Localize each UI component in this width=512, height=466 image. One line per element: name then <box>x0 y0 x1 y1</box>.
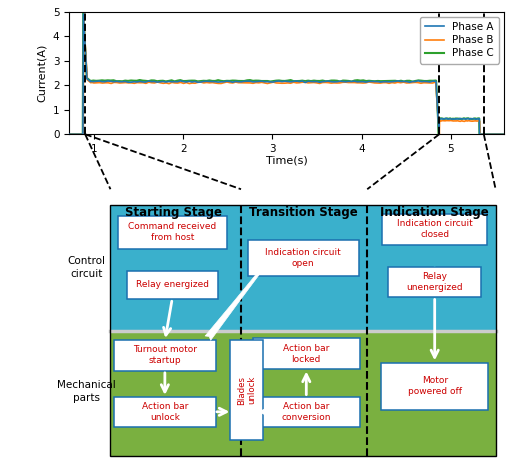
X-axis label: Time(s): Time(s) <box>266 155 308 165</box>
Phase C <box>168 77 175 83</box>
Phase A <box>375 79 381 84</box>
Y-axis label: Current(A): Current(A) <box>37 44 47 102</box>
Phase A <box>331 79 337 85</box>
Phase A <box>470 116 476 122</box>
Bar <box>111 206 496 456</box>
Text: Indication Stage: Indication Stage <box>380 206 489 219</box>
FancyBboxPatch shape <box>382 213 487 245</box>
Phase C <box>66 131 72 137</box>
FancyBboxPatch shape <box>253 397 359 427</box>
Phase A <box>440 116 446 122</box>
Text: Transition Stage: Transition Stage <box>249 206 358 219</box>
FancyBboxPatch shape <box>118 215 227 249</box>
Text: Turnout motor
startup: Turnout motor startup <box>133 345 197 365</box>
Phase A <box>80 11 87 17</box>
FancyBboxPatch shape <box>114 397 216 427</box>
Phase A <box>66 131 72 137</box>
Phase A <box>168 79 175 84</box>
Phase B <box>81 17 87 23</box>
Bar <box>111 206 496 331</box>
Phase C <box>206 78 212 83</box>
Text: Motor
powered off: Motor powered off <box>408 376 462 396</box>
Phase C <box>501 131 507 137</box>
Phase C <box>331 78 337 83</box>
Phase B <box>206 80 212 86</box>
Legend: Phase A, Phase B, Phase C: Phase A, Phase B, Phase C <box>420 17 499 63</box>
Text: Control
circuit: Control circuit <box>68 256 105 279</box>
Phase B <box>501 131 507 137</box>
Text: Indication circuit
open: Indication circuit open <box>265 248 341 268</box>
Text: Action bar
unlock: Action bar unlock <box>142 402 188 422</box>
FancyBboxPatch shape <box>388 267 481 297</box>
FancyBboxPatch shape <box>248 240 359 276</box>
Text: Relay
unenergized: Relay unenergized <box>407 272 463 292</box>
Text: Mechanical
parts: Mechanical parts <box>57 380 116 403</box>
Text: Relay energized: Relay energized <box>136 281 209 289</box>
Phase B <box>331 80 337 86</box>
Text: Starting Stage: Starting Stage <box>125 206 222 219</box>
Text: Blades
unlock: Blades unlock <box>237 376 257 404</box>
Phase B <box>470 118 476 124</box>
FancyBboxPatch shape <box>230 340 263 440</box>
Phase B <box>66 131 72 137</box>
Phase A <box>206 79 212 84</box>
Phase C <box>375 78 381 84</box>
FancyBboxPatch shape <box>126 271 218 299</box>
Phase B <box>374 80 380 86</box>
Phase B <box>169 80 175 85</box>
Line: Phase A: Phase A <box>69 14 504 134</box>
Text: Action bar
conversion: Action bar conversion <box>282 402 331 422</box>
FancyBboxPatch shape <box>381 363 488 410</box>
Phase A <box>501 131 507 137</box>
Phase C <box>440 116 446 122</box>
Bar <box>111 331 496 456</box>
Line: Phase B: Phase B <box>69 20 504 134</box>
Title: .: . <box>286 7 287 12</box>
Line: Phase C: Phase C <box>69 13 504 134</box>
Text: Indication circuit
closed: Indication circuit closed <box>397 219 473 239</box>
Phase C <box>80 10 87 16</box>
FancyBboxPatch shape <box>114 340 216 370</box>
Phase B <box>441 118 447 123</box>
Text: Action bar
locked: Action bar locked <box>283 344 330 364</box>
FancyBboxPatch shape <box>253 338 359 369</box>
Phase C <box>469 116 475 122</box>
Text: Command received
from host: Command received from host <box>128 222 217 242</box>
